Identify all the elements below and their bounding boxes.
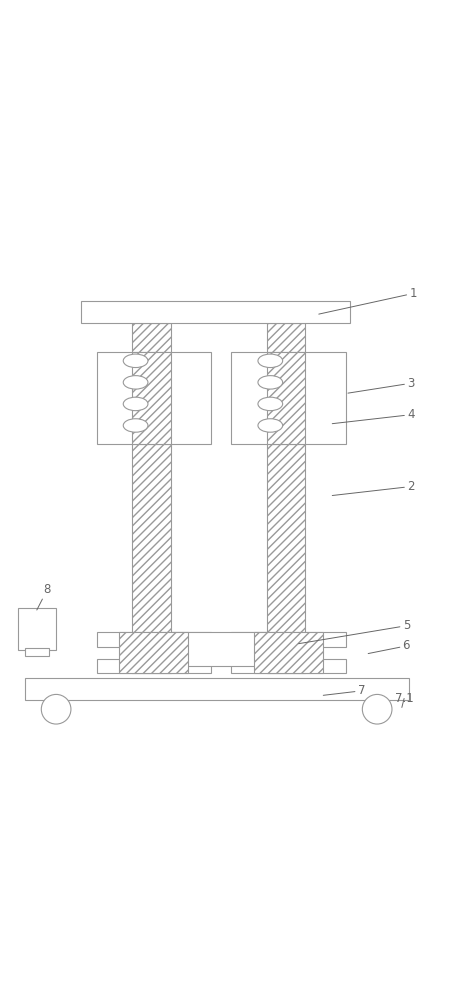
Text: 1: 1 <box>319 287 417 314</box>
Ellipse shape <box>258 354 283 368</box>
Polygon shape <box>25 678 409 700</box>
Polygon shape <box>97 352 211 444</box>
Polygon shape <box>97 632 211 647</box>
Text: 3: 3 <box>348 377 414 393</box>
Polygon shape <box>267 323 305 673</box>
Polygon shape <box>231 632 346 647</box>
Polygon shape <box>132 352 171 444</box>
Circle shape <box>362 694 392 724</box>
Text: 6: 6 <box>368 639 410 654</box>
Polygon shape <box>81 301 350 323</box>
Ellipse shape <box>123 419 148 432</box>
Ellipse shape <box>123 376 148 389</box>
Polygon shape <box>18 608 56 650</box>
Ellipse shape <box>123 397 148 411</box>
Text: 4: 4 <box>332 408 414 424</box>
Polygon shape <box>267 352 305 444</box>
Text: 7.1: 7.1 <box>395 692 414 707</box>
Polygon shape <box>231 659 346 673</box>
Polygon shape <box>231 352 346 444</box>
Polygon shape <box>254 632 323 673</box>
Text: 8: 8 <box>37 583 51 610</box>
Polygon shape <box>171 632 267 666</box>
Polygon shape <box>25 648 49 656</box>
Circle shape <box>41 694 71 724</box>
Text: 2: 2 <box>332 480 414 496</box>
Text: 5: 5 <box>299 619 410 644</box>
Polygon shape <box>132 323 171 673</box>
Polygon shape <box>97 659 211 673</box>
Ellipse shape <box>258 419 283 432</box>
Ellipse shape <box>258 397 283 411</box>
Ellipse shape <box>123 354 148 368</box>
Polygon shape <box>119 632 188 673</box>
Text: 7: 7 <box>323 684 365 697</box>
Ellipse shape <box>258 376 283 389</box>
